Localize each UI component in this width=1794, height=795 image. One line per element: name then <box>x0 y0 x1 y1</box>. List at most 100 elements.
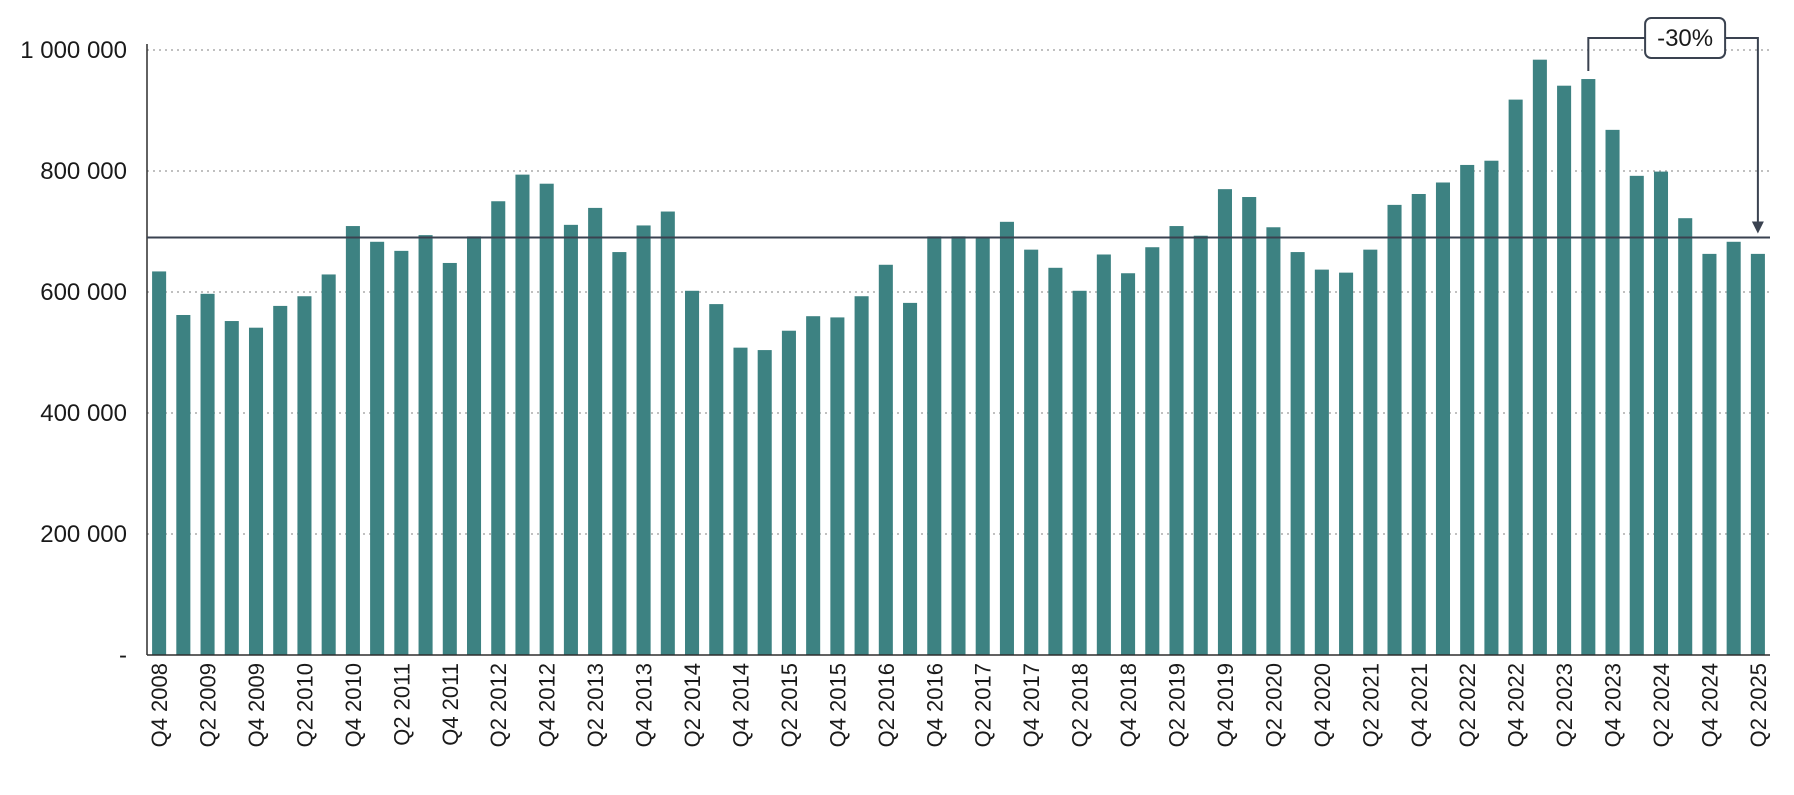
bar <box>466 236 482 655</box>
bar <box>1702 253 1717 655</box>
bar <box>1242 197 1257 655</box>
bar <box>345 226 360 655</box>
bar <box>1605 129 1620 656</box>
x-tick-label: Q4 2014 <box>728 663 753 747</box>
x-tick-label: Q2 2019 <box>1165 663 1190 747</box>
bar <box>781 330 796 655</box>
bar <box>1145 247 1160 656</box>
x-tick-label: Q4 2016 <box>922 663 947 747</box>
bar <box>1048 267 1063 655</box>
x-tick-label: Q4 2019 <box>1213 663 1238 747</box>
bar <box>685 290 700 655</box>
bar <box>563 224 578 655</box>
bar <box>1460 164 1475 655</box>
x-tick-label: Q4 2020 <box>1310 663 1335 747</box>
bar <box>515 174 530 655</box>
bar <box>854 296 869 655</box>
bar <box>1339 272 1354 655</box>
bar <box>1363 249 1378 655</box>
bar <box>1750 253 1765 655</box>
x-tick-label: Q4 2008 <box>147 663 172 747</box>
x-tick-label: Q4 2017 <box>1019 663 1044 747</box>
bar <box>927 236 942 655</box>
x-tick-label: Q2 2018 <box>1068 663 1093 747</box>
bar <box>1581 79 1596 656</box>
x-tick-label: Q4 2022 <box>1504 663 1529 747</box>
bar <box>1266 227 1281 655</box>
bar <box>1653 171 1669 656</box>
bar <box>588 207 603 655</box>
bar <box>612 252 627 655</box>
bar <box>757 350 772 655</box>
axes: - 200 000 400 000 600 000 800 000 1 000 000 Q4… <box>20 37 1771 747</box>
bar <box>1217 189 1232 655</box>
x-tick-label: Q4 2021 <box>1407 663 1432 747</box>
x-tick-label: Q2 2016 <box>874 663 899 747</box>
bar <box>491 201 506 655</box>
x-tick-label: Q2 2010 <box>292 663 317 747</box>
y-tick-label: 800 000 <box>40 158 127 185</box>
bar <box>1314 269 1329 655</box>
bar <box>999 221 1014 655</box>
x-tick-label: Q4 2013 <box>632 663 657 747</box>
x-tick-label: Q4 2012 <box>535 663 560 747</box>
bar <box>903 302 918 655</box>
x-tick-label: Q2 2021 <box>1358 663 1383 747</box>
bar <box>152 271 167 655</box>
x-tick-label: Q4 2024 <box>1697 663 1722 747</box>
bar <box>370 241 385 655</box>
bar <box>297 296 312 655</box>
bar <box>176 314 191 655</box>
bar <box>660 211 675 655</box>
x-tick-label: Q2 2024 <box>1649 663 1674 747</box>
x-tick-label: Q4 2010 <box>341 663 366 747</box>
bar <box>200 293 215 655</box>
bar <box>1193 235 1208 656</box>
y-tick-label: 400 000 <box>40 400 127 427</box>
x-tick-label: Q4 2018 <box>1116 663 1141 747</box>
bar <box>878 264 893 655</box>
x-tick-label: Q4 2023 <box>1601 663 1626 747</box>
y-tick-label: - <box>119 642 127 669</box>
bar <box>1678 218 1693 655</box>
bar <box>442 262 457 655</box>
bar <box>539 183 554 655</box>
bar <box>224 321 239 655</box>
bars <box>152 59 1765 656</box>
bar <box>1629 175 1644 655</box>
bar <box>1532 59 1547 656</box>
x-tick-label: Q2 2009 <box>196 663 221 747</box>
x-tick-label: Q2 2025 <box>1746 663 1771 747</box>
bar <box>1169 226 1184 655</box>
x-tick-label: Q2 2020 <box>1261 663 1286 747</box>
bar <box>1121 273 1136 655</box>
bar <box>709 304 724 655</box>
bar <box>951 236 966 655</box>
x-tick-label: Q2 2022 <box>1455 663 1480 747</box>
bar <box>733 347 748 655</box>
x-tick-label: Q2 2011 <box>389 663 414 746</box>
annotation-arrow-head <box>1751 221 1764 234</box>
x-tick-label: Q2 2012 <box>486 663 511 747</box>
x-tick-label: Q4 2015 <box>825 663 850 747</box>
annotation-label: -30% <box>1657 25 1713 52</box>
annotation-label-box <box>1644 17 1727 59</box>
x-tick-label: Q2 2013 <box>583 663 608 747</box>
bar <box>1072 290 1087 655</box>
bar <box>1435 182 1451 655</box>
x-tick-label: Q2 2015 <box>777 663 802 747</box>
x-tick-label: Q2 2017 <box>971 663 996 747</box>
x-tick-label: Q2 2014 <box>680 663 705 747</box>
bar <box>418 235 433 655</box>
bar <box>636 225 651 655</box>
bar <box>1484 160 1499 655</box>
bar <box>830 317 845 655</box>
bar <box>1411 193 1426 656</box>
bar <box>394 250 409 656</box>
bar <box>273 305 288 655</box>
bar <box>1387 204 1402 655</box>
bar <box>975 237 990 656</box>
bar <box>1726 241 1741 655</box>
x-tick-label: Q4 2009 <box>244 663 269 747</box>
bar <box>806 316 821 655</box>
